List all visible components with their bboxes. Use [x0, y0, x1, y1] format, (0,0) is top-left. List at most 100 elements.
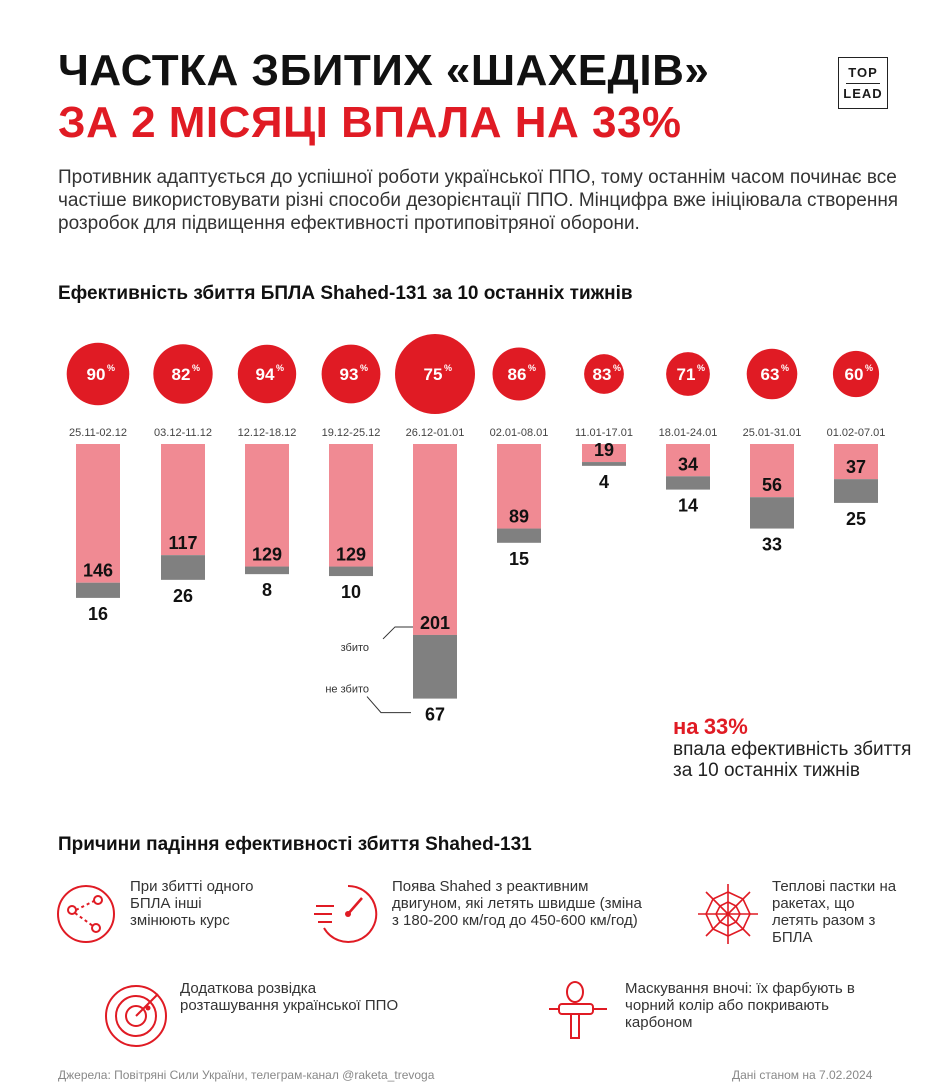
bar-shot-down	[497, 444, 541, 529]
bar-shot-down	[750, 444, 794, 498]
value-shot-down: 129	[336, 545, 366, 565]
bar-chart: 90 % 25.11-02.12 146 16 82 % 03.12-11.12 117 26 94…	[66, 334, 886, 725]
date-label: 01.02-07.01	[827, 427, 886, 439]
note-value: 33%	[703, 714, 748, 739]
percent-sign: %	[865, 363, 873, 373]
bar-not-shot	[413, 634, 457, 699]
percent-sign: %	[107, 363, 115, 373]
speed-icon	[312, 878, 384, 950]
value-not-shot: 15	[509, 549, 529, 569]
reason-item: Теплові пастки на ракетах, що летять раз…	[692, 878, 902, 950]
percent-sign: %	[360, 363, 368, 373]
bar-not-shot	[750, 497, 794, 529]
bar-shot-down	[413, 444, 457, 635]
efficiency-circle	[237, 344, 297, 404]
bar-shot-down	[329, 444, 373, 567]
bar-shot-down	[582, 444, 626, 463]
date-label: 02.01-08.01	[490, 427, 549, 439]
percent-sign: %	[781, 363, 789, 373]
value-not-shot: 16	[88, 604, 108, 624]
logo-top-text: TOP	[846, 65, 880, 84]
value-not-shot: 67	[425, 705, 445, 725]
reason-text: Теплові пастки на ракетах, що летять раз…	[772, 878, 897, 946]
efficiency-label: 86	[508, 365, 527, 384]
bar-shot-down	[76, 444, 120, 583]
note-text: впала ефективність збиття за 10 останніх…	[673, 739, 912, 781]
efficiency-label: 60	[845, 365, 864, 384]
efficiency-circle	[321, 344, 381, 404]
logo-bottom-text: LEAD	[843, 85, 883, 101]
efficiency-circle	[666, 352, 710, 396]
percent-sign: %	[528, 363, 536, 373]
efficiency-circle	[492, 347, 546, 401]
date-label: 19.12-25.12	[322, 427, 381, 439]
annotation-shot: збито	[341, 642, 369, 654]
value-shot-down: 89	[509, 507, 529, 527]
percent-sign: %	[192, 363, 200, 373]
date-label: 12.12-18.12	[238, 427, 297, 439]
reason-text: При збитті одного БПЛА інші змінюють кур…	[130, 878, 254, 929]
efficiency-label: 82	[172, 365, 191, 384]
bar-not-shot	[497, 528, 541, 543]
reason-text: Додаткова розвідка розташування українсь…	[180, 980, 399, 1014]
bar-not-shot	[245, 566, 289, 575]
footer-source: Джерела: Повітряні Сили України, телегра…	[58, 1068, 435, 1082]
note-prefix: на	[673, 714, 699, 739]
efficiency-label: 75	[424, 365, 443, 384]
bar-shot-down	[245, 444, 289, 567]
efficiency-label: 83	[593, 365, 612, 384]
footer-date: Дані станом на 7.02.2024	[732, 1068, 873, 1082]
date-label: 26.12-01.01	[406, 427, 465, 439]
bar-shot-down	[666, 444, 710, 477]
percent-sign: %	[444, 363, 452, 373]
efficiency-circle	[746, 348, 798, 400]
value-shot-down: 56	[762, 475, 782, 495]
reasons-title: Причини падіння ефективності збиття Shah…	[58, 834, 532, 855]
bar-not-shot	[834, 479, 878, 503]
value-not-shot: 10	[341, 582, 361, 602]
date-label: 11.01-17.01	[575, 427, 633, 439]
value-not-shot: 25	[846, 509, 866, 529]
brand-logo: TOP LEAD	[838, 57, 888, 109]
value-not-shot: 33	[762, 535, 782, 555]
value-shot-down: 129	[252, 545, 282, 565]
date-label: 18.01-24.01	[659, 427, 718, 439]
efficiency-label: 71	[677, 365, 696, 384]
value-not-shot: 14	[678, 496, 698, 516]
annotation-line-shot	[382, 626, 413, 640]
reason-item: Поява Shahed з реактивним двигуном, які …	[312, 878, 652, 950]
bar-not-shot	[582, 462, 626, 466]
value-shot-down: 201	[420, 613, 450, 633]
bar-not-shot	[329, 566, 373, 577]
efficiency-circle	[153, 344, 213, 404]
bar-shot-down	[161, 444, 205, 556]
page-title-line2: ЗА 2 МІСЯЦІ ВПАЛА НА 33%	[58, 98, 682, 147]
reason-text: Маскування вночі: їх фарбують в чорний к…	[625, 980, 855, 1031]
value-not-shot: 26	[173, 586, 193, 606]
annotation-not-shot: не збито	[325, 684, 369, 696]
note-box: на 33% впала ефективність збиття за 10 о…	[673, 714, 913, 782]
percent-sign: %	[276, 363, 284, 373]
percent-sign: %	[697, 363, 705, 373]
efficiency-label: 90	[87, 365, 106, 384]
intro-paragraph: Противник адаптується до успішної роботи…	[58, 167, 899, 234]
bar-shot-down	[834, 444, 878, 480]
value-shot-down: 37	[846, 457, 866, 477]
reason-item: Маскування вночі: їх фарбують в чорний к…	[545, 980, 865, 1052]
route-icon	[50, 878, 122, 950]
efficiency-label: 93	[340, 365, 359, 384]
bar-not-shot	[161, 555, 205, 580]
bar-not-shot	[76, 582, 120, 598]
value-not-shot: 8	[262, 580, 272, 600]
chart-title: Ефективність збиття БПЛА Shahed-131 за 1…	[58, 283, 633, 304]
efficiency-circle	[66, 342, 130, 406]
web-icon	[692, 878, 764, 950]
reason-item: При збитті одного БПЛА інші змінюють кур…	[50, 878, 270, 950]
date-label: 25.11-02.12	[69, 427, 127, 439]
date-label: 03.12-11.12	[154, 427, 212, 439]
value-not-shot: 4	[599, 472, 609, 492]
value-shot-down: 19	[594, 440, 614, 460]
annotation-line-not-shot	[366, 696, 411, 714]
spray-gun-icon	[545, 980, 617, 1052]
efficiency-label: 94	[256, 365, 275, 384]
